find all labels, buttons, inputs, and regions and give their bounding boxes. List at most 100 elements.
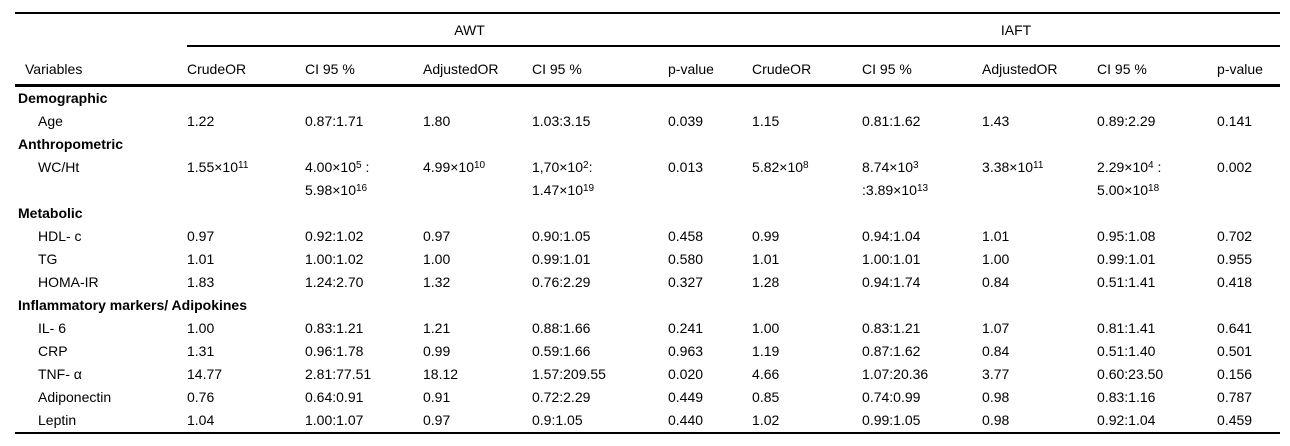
value-cell: 1.02	[752, 412, 780, 428]
value-cell: 0.418	[1217, 274, 1253, 290]
value-cell: 0.459	[1217, 412, 1253, 428]
col-header-p-value-awt: p-value	[668, 46, 753, 87]
value-cell: 0.85	[752, 389, 780, 405]
value-cell: 0.83:1.16	[1097, 389, 1156, 405]
value-cell: 0.241	[668, 320, 704, 336]
value-cell: 14.77	[187, 366, 223, 382]
table-row: HOMA-IR 1.83 1.24:2.70 1.32 0.76:2.29 0.327 1.…	[15, 271, 1280, 294]
value-cell: 1.01	[752, 251, 780, 267]
value-cell: 1.80	[423, 113, 451, 129]
value-cell: 1.83	[187, 274, 215, 290]
variable-cell: Age	[38, 113, 63, 129]
paper-table-figure: AWT IAFT Variables CrudeOR CI 95 % Adjus…	[15, 12, 1281, 434]
value-cell: 1.57:209.55	[532, 366, 606, 382]
value-cell: 0.92:1.04	[1097, 412, 1156, 428]
value-cell: 1.22	[187, 113, 215, 129]
value-cell: 0.64:0.91	[305, 389, 364, 405]
table-row: IL- 6 1.00 0.83:1.21 1.21 0.88:1.66 0.241 1.00…	[15, 317, 1280, 340]
value-cell: 4.00×105 :5.98×1016	[305, 159, 370, 198]
value-cell: 0.84	[982, 343, 1010, 359]
value-cell: 0.787	[1217, 389, 1253, 405]
group-header-iaft: IAFT	[752, 13, 1281, 47]
section-row: Anthropometric	[15, 133, 1280, 156]
col-header-ci95-adjusted-awt: CI 95 %	[532, 46, 668, 87]
variable-cell: WC/Ht	[38, 159, 80, 175]
value-cell: 0.76:2.29	[532, 274, 591, 290]
value-cell: 0.84	[982, 274, 1010, 290]
value-cell: 0.94:1.04	[862, 228, 921, 244]
value-cell: 0.74:0.99	[862, 389, 921, 405]
value-cell: 0.97	[423, 412, 451, 428]
value-cell: 0.97	[423, 228, 451, 244]
odds-ratio-table: AWT IAFT Variables CrudeOR CI 95 % Adjus…	[15, 12, 1281, 434]
section-label: Inflammatory markers/ Adipokines	[18, 297, 248, 313]
value-cell: 0.501	[1217, 343, 1253, 359]
group-header-row: AWT IAFT	[15, 13, 1281, 47]
value-cell: 0.020	[668, 366, 704, 382]
value-cell: 1.31	[187, 343, 215, 359]
table-row: CRP 1.31 0.96:1.78 0.99 0.59:1.66 0.963 1.19 0.…	[15, 340, 1280, 363]
table-row: Adiponectin 0.76 0.64:0.91 0.91 0.72:2.29 0.4…	[15, 386, 1280, 409]
value-cell: 0.96:1.78	[305, 343, 364, 359]
value-cell: 1.24:2.70	[305, 274, 364, 290]
table-row: HDL- c 0.97 0.92:1.02 0.97 0.90:1.05 0.458 0.9…	[15, 225, 1280, 248]
value-cell: 1.00	[982, 251, 1010, 267]
col-header-crude-or-iaft: CrudeOR	[752, 46, 863, 87]
value-cell: 0.039	[668, 113, 704, 129]
value-cell: 3.38×1011	[982, 159, 1044, 175]
value-cell: 1.28	[752, 274, 780, 290]
section-label: Metabolic	[18, 205, 83, 221]
variable-cell: IL- 6	[38, 320, 67, 336]
value-cell: 1.00:1.01	[862, 251, 921, 267]
table-row: Leptin 1.04 1.00:1.07 0.97 0.9:1.05 0.440 1.02…	[15, 409, 1280, 433]
value-cell: 0.94:1.74	[862, 274, 921, 290]
table-row: TNF- α 14.77 2.81:77.51 18.12 1.57:209.55 0.0…	[15, 363, 1280, 386]
value-cell: 0.99	[752, 228, 780, 244]
value-cell: 0.81:1.41	[1097, 320, 1156, 336]
col-header-ci95-crude-awt: CI 95 %	[305, 46, 423, 87]
table-row: TG 1.01 1.00:1.02 1.00 0.99:1.01 0.580 1.01 1.0…	[15, 248, 1280, 271]
value-cell: 0.458	[668, 228, 704, 244]
value-cell: 1.01	[982, 228, 1010, 244]
value-cell: 0.60:23.50	[1097, 366, 1164, 382]
group-header-spacer	[15, 13, 187, 46]
section-row: Inflammatory markers/ Adipokines	[15, 294, 1280, 317]
value-cell: 0.92:1.02	[305, 228, 364, 244]
section-label: Anthropometric	[18, 136, 123, 152]
value-cell: 1.04	[187, 412, 215, 428]
value-cell: 2.81:77.51	[305, 366, 372, 382]
value-cell: 0.83:1.21	[862, 320, 921, 336]
value-cell: 1.21	[423, 320, 451, 336]
value-cell: 0.641	[1217, 320, 1253, 336]
value-cell: 3.77	[982, 366, 1010, 382]
section-label: Demographic	[18, 90, 108, 106]
value-cell: 0.9:1.05	[532, 412, 583, 428]
variable-cell: HDL- c	[38, 228, 82, 244]
value-cell: 0.99	[423, 343, 451, 359]
value-cell: 18.12	[423, 366, 459, 382]
value-cell: 0.98	[982, 412, 1010, 428]
value-cell: 0.440	[668, 412, 704, 428]
value-cell: 1.43	[982, 113, 1010, 129]
value-cell: 0.76	[187, 389, 215, 405]
col-header-ci95-crude-iaft: CI 95 %	[862, 46, 983, 87]
value-cell: 0.013	[668, 159, 704, 175]
col-header-adjusted-or-awt: AdjustedOR	[423, 46, 532, 87]
value-cell: 8.74×103:3.89×1013	[862, 159, 929, 198]
value-cell: 0.98	[982, 389, 1010, 405]
value-cell: 0.99:1.05	[862, 412, 921, 428]
value-cell: 1,70×102: 1.47×1019	[532, 159, 595, 198]
value-cell: 5.82×108	[752, 159, 809, 175]
value-cell: 0.81:1.62	[862, 113, 921, 129]
value-cell: 0.95:1.08	[1097, 228, 1156, 244]
table-body: Demographic Age 1.22 0.87:1.71 1.80 1.03:3.15…	[15, 86, 1280, 434]
col-header-ci95-adjusted-iaft: CI 95 %	[1097, 46, 1218, 87]
value-cell: 0.90:1.05	[532, 228, 591, 244]
value-cell: 0.963	[668, 343, 704, 359]
value-cell: 1.00	[752, 320, 780, 336]
value-cell: 0.702	[1217, 228, 1253, 244]
value-cell: 1.00:1.07	[305, 412, 364, 428]
value-cell: 0.141	[1217, 113, 1253, 129]
value-cell: 0.449	[668, 389, 704, 405]
variable-cell: HOMA-IR	[38, 274, 99, 290]
